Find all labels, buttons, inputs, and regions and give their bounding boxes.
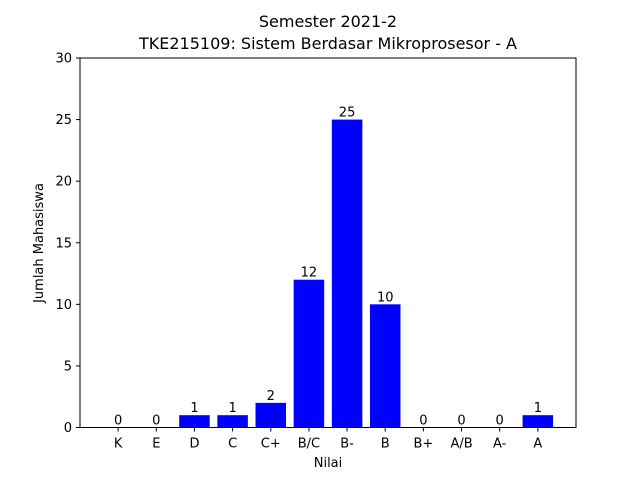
bar-value-label: 1 [534,401,542,416]
bar-value-label: 1 [228,401,236,416]
x-tick-label: E [152,437,160,452]
x-tick-label: B+ [413,437,433,452]
bar-value-label: 12 [301,266,318,281]
bar-value-label: 0 [114,414,122,429]
plot-frame [79,57,577,428]
bar-value-label: 2 [267,389,275,404]
x-tick-label: B [381,437,390,452]
x-tick-label: D [189,437,199,452]
bar-B- [331,119,363,428]
bar-value-label: 0 [457,414,465,429]
bar-value-label: 1 [190,401,198,416]
x-axis: K E D C C+ B/C B- B B+ A/B A- A [114,427,542,452]
x-tick-label: C [228,437,237,452]
bar-value-label: 10 [377,290,394,305]
y-tick-label: 5 [64,359,72,374]
bar-B/C [293,279,325,428]
bar-value-label: 0 [496,414,504,429]
bar-D [179,415,210,428]
bar-value-label: 0 [419,414,427,429]
x-tick-label: B/C [298,437,320,452]
chart-subtitle: TKE215109: Sistem Berdasar Mikroprosesor… [138,34,517,53]
bar-C [217,415,248,428]
y-tick-label: 15 [55,236,72,251]
bar-B [369,304,401,428]
y-tick-label: 20 [55,175,72,190]
bar-A [522,415,554,428]
bars-group [179,119,554,428]
chart-title: Semester 2021-2 [259,12,397,31]
y-tick-label: 10 [55,298,72,313]
x-tick-label: C+ [261,437,281,452]
x-tick-label: B- [340,437,354,452]
x-tick-label: K [114,437,123,452]
x-tick-label: A [533,437,542,452]
bar-value-label: 0 [152,414,160,429]
x-tick-label: A/B [450,437,472,452]
y-tick-label: 25 [55,113,72,128]
y-axis-label: Jumlah Mahasiswa [32,183,47,304]
y-tick-label: 0 [64,421,72,436]
bar-value-label: 25 [339,106,356,121]
y-tick-label: 30 [55,52,72,67]
x-axis-label: Nilai [314,456,343,471]
y-axis: 0 5 10 15 20 25 30 [55,52,80,436]
bar-C+ [255,402,287,428]
x-tick-label: A- [493,437,507,452]
